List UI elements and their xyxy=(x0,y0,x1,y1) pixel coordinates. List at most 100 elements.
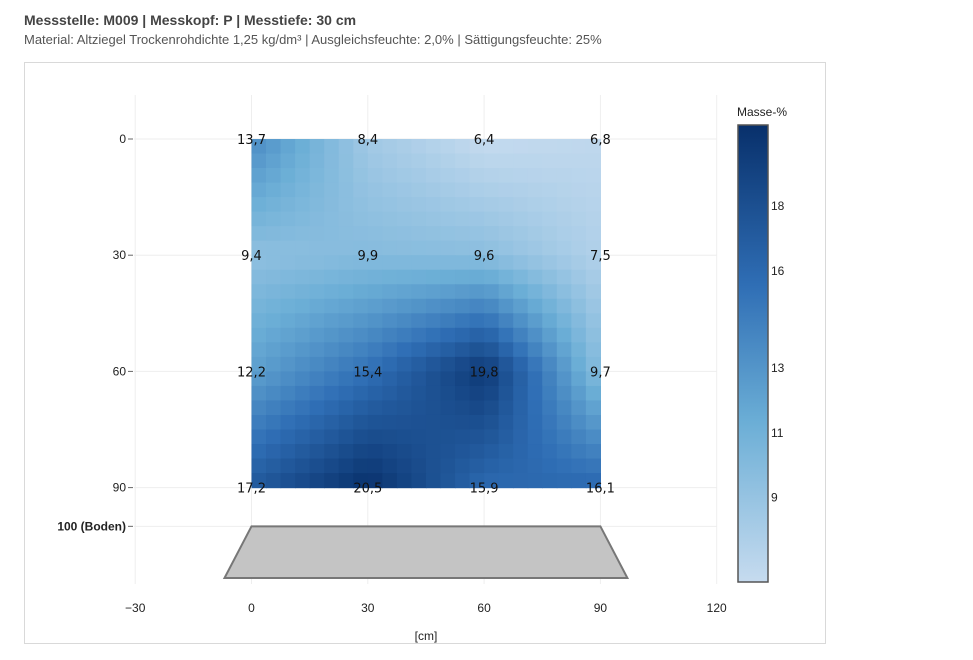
heatmap-cell xyxy=(338,371,354,387)
heatmap-cell xyxy=(440,240,456,256)
heatmap-cell xyxy=(266,385,282,402)
heatmap-cell xyxy=(542,255,558,271)
x-tick-label: 120 xyxy=(707,601,727,615)
heatmap-cell xyxy=(585,371,601,387)
heatmap-cell xyxy=(571,473,587,489)
heatmap-cell xyxy=(542,240,558,256)
heatmap-cell xyxy=(338,284,354,300)
heatmap-cell xyxy=(455,371,471,387)
heatmap-cell xyxy=(484,298,500,314)
heatmap-cell xyxy=(484,429,500,445)
heatmap-cell xyxy=(382,139,398,155)
heatmap-cell xyxy=(571,444,587,460)
heatmap-cell xyxy=(367,444,383,460)
heatmap-cell xyxy=(440,182,456,198)
heatmap-cell xyxy=(556,414,572,431)
heatmap-cell xyxy=(367,139,383,155)
heatmap-cell xyxy=(484,168,500,184)
heatmap-cell xyxy=(556,313,572,329)
heatmap-cell xyxy=(527,327,543,343)
data-label: 9,9 xyxy=(357,249,378,264)
heatmap-cell xyxy=(542,414,558,431)
heatmap-cell xyxy=(295,429,311,445)
heatmap-cell xyxy=(455,342,471,358)
heatmap-cell xyxy=(498,284,514,300)
heatmap-cell xyxy=(411,327,427,343)
heatmap-cell xyxy=(382,153,398,169)
heatmap-cell xyxy=(498,197,514,213)
heatmap-cell xyxy=(266,139,282,155)
heatmap-cell xyxy=(396,414,413,431)
heatmap-cell xyxy=(411,211,427,227)
heatmap-cell xyxy=(338,211,354,227)
heatmap-cell xyxy=(309,473,325,489)
heatmap-cell xyxy=(280,139,296,155)
heatmap-cell xyxy=(425,139,442,155)
heatmap-cell xyxy=(382,327,398,343)
heatmap-cell xyxy=(455,327,471,343)
heatmap-cell xyxy=(353,240,369,256)
heatmap-cell xyxy=(309,342,325,358)
heatmap-cell xyxy=(469,385,485,402)
heatmap-cell xyxy=(367,400,383,416)
heatmap-cell xyxy=(556,400,572,416)
heatmap-cell xyxy=(440,371,456,387)
heatmap-cell xyxy=(266,269,282,285)
heatmap-cell xyxy=(353,400,369,416)
y-tick-label: 30 xyxy=(113,248,127,262)
heatmap-cell xyxy=(251,211,267,227)
heatmap-cell xyxy=(338,400,354,416)
heatmap-cell xyxy=(382,385,398,402)
heatmap-cell xyxy=(440,255,456,271)
heatmap-cell xyxy=(367,356,383,372)
heatmap-cell xyxy=(324,414,340,431)
heatmap-cell xyxy=(324,269,340,285)
heatmap-cell xyxy=(280,298,296,314)
heatmap-cell xyxy=(455,226,471,242)
heatmap-cell xyxy=(513,313,529,329)
heatmap-cell xyxy=(542,400,558,416)
heatmap-cell xyxy=(367,371,383,387)
heatmap-cell xyxy=(542,197,558,213)
heatmap-cell xyxy=(367,269,383,285)
heatmap-cell xyxy=(542,385,558,402)
heatmap-cell xyxy=(571,284,587,300)
heatmap-cell xyxy=(382,342,398,358)
heatmap-cell xyxy=(280,240,296,256)
heatmap-cell xyxy=(411,356,427,372)
heatmap-cell xyxy=(455,255,471,271)
heatmap-cell xyxy=(425,284,442,300)
heatmap-cell xyxy=(411,269,427,285)
heatmap-cell xyxy=(571,400,587,416)
heatmap-cell xyxy=(469,226,485,242)
heatmap-cell xyxy=(556,458,572,474)
heatmap-cell xyxy=(556,473,572,489)
heatmap-cell xyxy=(266,182,282,198)
heatmap-cell xyxy=(440,168,456,184)
floor-label: 100 (Boden) xyxy=(57,519,126,533)
heatmap-cell xyxy=(309,327,325,343)
heatmap-cell xyxy=(513,168,529,184)
heatmap-cell xyxy=(455,429,471,445)
heatmap-cell xyxy=(542,429,558,445)
heatmap-cell xyxy=(527,139,543,155)
heatmap-cell xyxy=(324,342,340,358)
heatmap-cell xyxy=(309,284,325,300)
heatmap-cell xyxy=(266,342,282,358)
heatmap-cell xyxy=(484,473,500,489)
heatmap-cell xyxy=(440,458,456,474)
heatmap-cell xyxy=(411,342,427,358)
heatmap-cell xyxy=(382,168,398,184)
heatmap-cell xyxy=(425,356,442,372)
heatmap-cell xyxy=(469,356,485,372)
data-label: 13,7 xyxy=(237,133,266,148)
heatmap-cell xyxy=(295,139,311,155)
heatmap-cell xyxy=(425,269,442,285)
heatmap-cell xyxy=(411,385,427,402)
heatmap-cell xyxy=(498,211,514,227)
heatmap-cell xyxy=(309,153,325,169)
heatmap-cell xyxy=(585,139,601,155)
heatmap-cell xyxy=(353,182,369,198)
heatmap-cell xyxy=(455,211,471,227)
